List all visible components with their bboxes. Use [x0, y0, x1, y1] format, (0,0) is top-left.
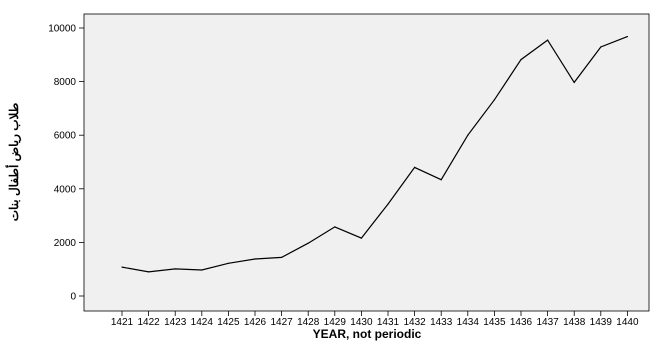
- x-tick-label: 1422: [137, 317, 160, 328]
- data-point: [387, 203, 389, 205]
- data-point: [201, 269, 203, 271]
- x-tick-label: 1432: [403, 317, 426, 328]
- y-tick-label: 8000: [54, 77, 77, 88]
- x-tick-label: 1429: [324, 317, 347, 328]
- data-point: [360, 237, 362, 239]
- y-tick-label: 2000: [54, 238, 77, 249]
- series-layer: [121, 35, 629, 273]
- data-point: [254, 258, 256, 260]
- plot-area: [83, 13, 650, 312]
- y-axis: 0 2000 4000 6000 8000 10000: [48, 24, 84, 303]
- data-point: [547, 39, 549, 41]
- data-point: [626, 35, 629, 38]
- data-point: [148, 271, 150, 273]
- x-tick-label: 1437: [536, 317, 559, 328]
- x-tick-label: 1440: [616, 317, 639, 328]
- x-tick-label: 1426: [244, 317, 267, 328]
- data-point: [174, 268, 176, 270]
- data-point: [467, 134, 469, 136]
- y-tick-label: 6000: [54, 131, 77, 142]
- x-tick-label: 1436: [510, 317, 533, 328]
- x-tick-label: 1433: [430, 317, 453, 328]
- y-tick-label: 10000: [48, 24, 76, 35]
- data-point: [227, 262, 229, 264]
- x-tick-label: 1434: [457, 317, 480, 328]
- x-tick-label: 1430: [350, 317, 373, 328]
- data-point: [520, 59, 522, 61]
- x-tick-label: 1425: [217, 317, 240, 328]
- x-tick-label: 1439: [590, 317, 613, 328]
- data-point: [440, 179, 442, 181]
- y-axis-title: طلاب رياض أطفال بنات: [6, 103, 22, 222]
- data-point: [493, 99, 495, 101]
- data-point: [334, 226, 336, 228]
- x-tick-label: 1435: [483, 317, 506, 328]
- data-point: [307, 242, 309, 244]
- x-tick-label: 1428: [297, 317, 320, 328]
- data-point: [600, 46, 602, 48]
- x-axis: 1421 1422 1423 1424 1425 1426 1427 1428 1429 1430…: [111, 311, 639, 328]
- x-axis-title: YEAR, not periodic: [313, 327, 422, 341]
- data-point: [281, 256, 283, 259]
- y-tick-label: 0: [70, 292, 76, 303]
- x-tick-label: 1424: [191, 317, 214, 328]
- y-tick-label: 4000: [54, 184, 77, 195]
- data-point: [414, 166, 416, 168]
- data-point: [573, 81, 575, 84]
- data-point: [121, 266, 123, 268]
- x-tick-label: 1431: [377, 317, 400, 328]
- x-tick-label: 1427: [270, 317, 293, 328]
- x-tick-label: 1423: [164, 317, 187, 328]
- x-tick-label: 1438: [563, 317, 586, 328]
- series-line: [121, 36, 628, 273]
- x-tick-label: 1421: [111, 317, 134, 328]
